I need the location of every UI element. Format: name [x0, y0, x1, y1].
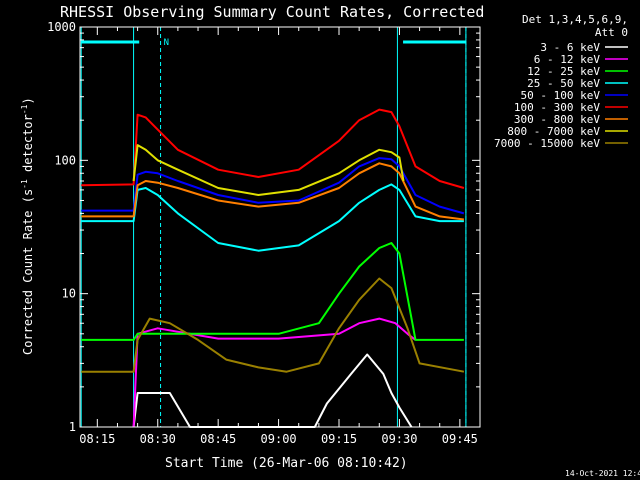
y-tick-label: 10: [62, 287, 76, 301]
series-line: [81, 183, 464, 252]
y-axis-label: Corrected Count Rate (s-1 detector-1): [20, 97, 35, 355]
legend-label: 6 - 12 keV: [534, 53, 601, 66]
x-tick-label: 09:45: [442, 432, 478, 446]
plot-frame: [79, 26, 481, 428]
legend-label: 25 - 50 keV: [527, 77, 600, 90]
x-tick-label: 09:30: [381, 432, 417, 446]
y-tick-label: 100: [54, 153, 76, 167]
series-line: [81, 108, 465, 189]
legend-label: 800 - 7000 keV: [507, 125, 600, 138]
x-axis-label: Start Time (26-Mar-06 08:10:42): [165, 456, 408, 471]
legend-label: 7000 - 15000 keV: [494, 137, 600, 150]
series-line: [132, 144, 405, 196]
chart-title: RHESSI Observing Summary Count Rates, Co…: [60, 3, 484, 21]
series-line: [81, 162, 465, 221]
axes: 1 10 100 1000 08:15 08:30 08:45 09:00 09:15 09:30…: [47, 20, 481, 446]
x-tick-label: 08:45: [200, 432, 236, 446]
x-tick-label: 09:15: [321, 432, 357, 446]
x-tick-label: 09:00: [261, 432, 297, 446]
legend-label: 100 - 300 keV: [514, 101, 600, 114]
legend-label: 12 - 25 keV: [527, 65, 600, 78]
x-tick-label: 08:30: [140, 432, 176, 446]
legend-label: 3 - 6 keV: [540, 41, 600, 54]
timestamp: 14-Oct-2021 12:47: [565, 469, 640, 478]
series-line: [132, 317, 417, 428]
legend-label: 50 - 100 keV: [521, 89, 601, 102]
legend-header: Att 0: [595, 26, 628, 39]
y-tick-label: 1: [69, 420, 76, 434]
series-line: [132, 353, 413, 428]
legend-label: 300 - 800 keV: [514, 113, 600, 126]
plot-area: N: [80, 27, 467, 428]
x-tick-label: 08:15: [79, 432, 115, 446]
y-tick-label: 1000: [47, 20, 76, 34]
flag-label: N: [164, 38, 169, 48]
legend-header: Det 1,3,4,5,6,9,: [522, 13, 628, 26]
